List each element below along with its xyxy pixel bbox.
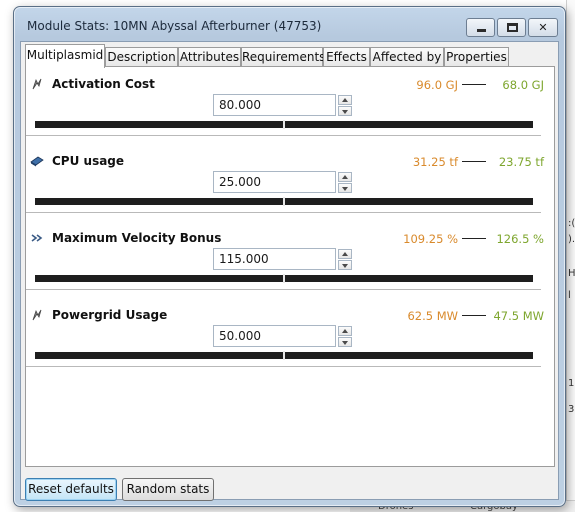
stat-divider [26, 135, 541, 136]
stat-name: Maximum Velocity Bonus [52, 231, 222, 245]
slider-thumb[interactable] [283, 197, 285, 206]
stat-slider[interactable] [35, 274, 533, 283]
background-app-edge: :( ). H l 1 3 [566, 0, 575, 512]
stat-value-input[interactable]: 25.000 [213, 171, 336, 193]
decrement-button[interactable] [338, 260, 352, 270]
stat-value-input[interactable]: 50.000 [213, 325, 336, 347]
powergrid-icon [32, 309, 42, 321]
modified-value: 23.75 tf [498, 155, 544, 169]
maximize-icon [507, 23, 518, 32]
stat-name: Activation Cost [52, 77, 155, 91]
original-value: 109.25 % [403, 232, 458, 246]
decrement-button[interactable] [338, 106, 352, 116]
chevron-up-icon [342, 329, 348, 333]
maximize-button[interactable] [497, 18, 526, 37]
increment-button[interactable] [338, 172, 352, 182]
stat-cpu-usage: CPU usage 31.25 tf 23.75 tf 25.000 [26, 148, 554, 225]
stat-max-velocity-bonus: Maximum Velocity Bonus 109.25 % 126.5 % … [26, 225, 554, 302]
window-client-area: Multiplasmid Description Attributes Requ… [20, 41, 559, 501]
tab-attributes[interactable]: Attributes [178, 47, 241, 67]
chevron-down-icon [342, 187, 348, 191]
reset-defaults-button[interactable]: Reset defaults [25, 478, 117, 501]
stat-activation-cost: Activation Cost 96.0 GJ 68.0 GJ 80.000 [26, 71, 554, 148]
window-title: Module Stats: 10MN Abyssal Afterburner (… [27, 19, 322, 33]
minimize-icon [477, 29, 486, 32]
stat-name: Powergrid Usage [52, 308, 168, 322]
cpu-icon [30, 156, 44, 167]
chevron-down-icon [342, 341, 348, 345]
stat-divider [26, 212, 541, 213]
stat-powergrid-usage: Powergrid Usage 62.5 MW 47.5 MW 50.000 [26, 302, 554, 379]
slider-thumb[interactable] [283, 351, 285, 360]
stat-slider[interactable] [35, 197, 533, 206]
tab-affected-by[interactable]: Affected by [370, 47, 444, 67]
chevron-up-icon [342, 98, 348, 102]
increment-button[interactable] [338, 249, 352, 259]
capacitor-icon [32, 78, 42, 90]
value-separator [462, 238, 486, 239]
random-stats-button[interactable]: Random stats [122, 478, 214, 501]
decrement-button[interactable] [338, 337, 352, 347]
tab-requirements[interactable]: Requirements [241, 47, 325, 67]
multiplasmid-panel: Activation Cost 96.0 GJ 68.0 GJ 80.000 C… [25, 66, 555, 467]
original-value: 31.25 tf [412, 155, 458, 169]
close-icon: ✕ [538, 21, 548, 34]
chevron-down-icon [342, 264, 348, 268]
value-separator [462, 161, 486, 162]
slider-thumb[interactable] [283, 274, 285, 283]
modified-value: 126.5 % [496, 232, 544, 246]
value-separator [462, 315, 486, 316]
stat-slider[interactable] [35, 120, 533, 129]
original-value: 62.5 MW [407, 309, 458, 323]
tab-properties[interactable]: Properties [444, 47, 509, 67]
original-value: 96.0 GJ [416, 78, 458, 92]
slider-thumb[interactable] [283, 120, 285, 129]
stat-value-input[interactable]: 115.000 [213, 248, 336, 270]
stat-name: CPU usage [52, 154, 125, 168]
tab-description[interactable]: Description [105, 47, 178, 67]
minimize-button[interactable] [466, 18, 495, 37]
value-separator [462, 84, 486, 85]
increment-button[interactable] [338, 95, 352, 105]
increment-button[interactable] [338, 326, 352, 336]
chevron-up-icon [342, 175, 348, 179]
modified-value: 47.5 MW [493, 309, 544, 323]
stat-slider[interactable] [35, 351, 533, 360]
tab-multiplasmid[interactable]: Multiplasmid [25, 44, 105, 68]
modified-value: 68.0 GJ [502, 78, 544, 92]
stat-divider [26, 366, 541, 367]
stat-value-input[interactable]: 80.000 [213, 94, 336, 116]
stat-divider [26, 289, 541, 290]
tab-effects[interactable]: Effects [323, 47, 370, 67]
decrement-button[interactable] [338, 183, 352, 193]
module-stats-window: Module Stats: 10MN Abyssal Afterburner (… [13, 6, 566, 507]
close-button[interactable]: ✕ [528, 18, 558, 37]
chevron-up-icon [342, 252, 348, 256]
velocity-icon [31, 234, 43, 242]
chevron-down-icon [342, 110, 348, 114]
